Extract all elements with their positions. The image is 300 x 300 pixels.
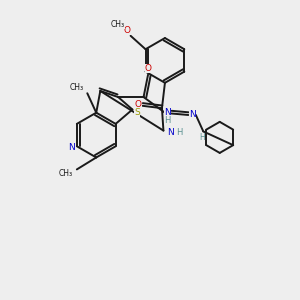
Text: O: O bbox=[145, 64, 152, 73]
Text: O: O bbox=[135, 100, 142, 109]
Text: N: N bbox=[167, 128, 174, 136]
Text: O: O bbox=[124, 26, 130, 35]
Text: CH₃: CH₃ bbox=[58, 169, 73, 178]
Text: N: N bbox=[68, 143, 75, 152]
Text: H: H bbox=[176, 128, 182, 136]
Text: H: H bbox=[164, 116, 171, 124]
Text: N: N bbox=[164, 108, 171, 117]
Text: S: S bbox=[134, 108, 140, 117]
Text: H: H bbox=[199, 134, 205, 142]
Text: N: N bbox=[190, 110, 196, 118]
Text: CH₃: CH₃ bbox=[111, 20, 125, 29]
Text: CH₃: CH₃ bbox=[70, 83, 84, 92]
